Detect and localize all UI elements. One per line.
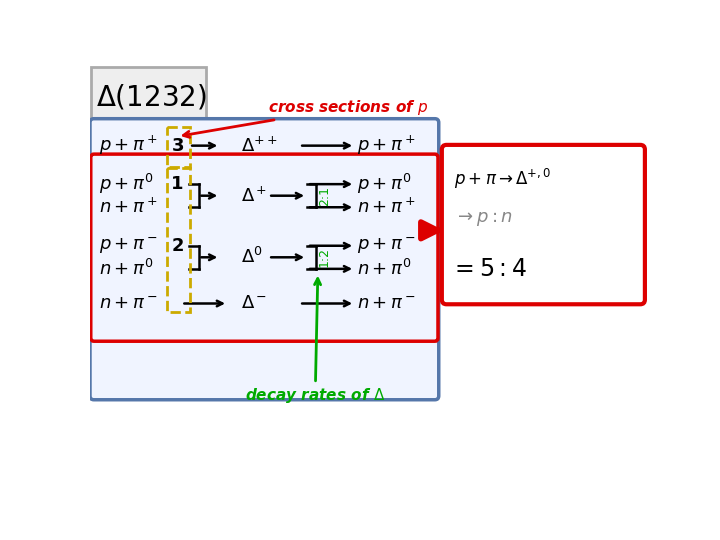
FancyBboxPatch shape <box>91 67 206 118</box>
FancyBboxPatch shape <box>442 145 645 304</box>
Text: $n + \pi^+$: $n + \pi^+$ <box>99 198 158 217</box>
Text: $n + \pi^0$: $n + \pi^0$ <box>357 259 412 279</box>
Text: $= 5 : 4$: $= 5 : 4$ <box>451 257 527 281</box>
Text: $p + \pi^+$: $p + \pi^+$ <box>357 134 416 157</box>
Text: $p + \pi \rightarrow \Delta^{+,0}$: $p + \pi \rightarrow \Delta^{+,0}$ <box>454 167 552 191</box>
Text: $\Delta^+$: $\Delta^+$ <box>241 186 267 205</box>
Text: $p + \pi^0$: $p + \pi^0$ <box>357 172 412 196</box>
Text: $p + \pi^0$: $p + \pi^0$ <box>99 172 154 196</box>
Text: $n + \pi^0$: $n + \pi^0$ <box>99 259 153 279</box>
Text: 2: 2 <box>171 237 184 255</box>
Text: 3: 3 <box>171 137 184 154</box>
Text: $\Delta(1232)$: $\Delta(1232)$ <box>96 83 207 112</box>
FancyBboxPatch shape <box>90 119 438 400</box>
Text: 2:1: 2:1 <box>318 186 331 206</box>
Text: cross sections of $p$: cross sections of $p$ <box>184 98 429 137</box>
Text: $n + \pi^-$: $n + \pi^-$ <box>99 294 158 313</box>
Text: $p + \pi^+$: $p + \pi^+$ <box>99 134 158 157</box>
Text: 1:2: 1:2 <box>318 247 331 267</box>
Text: $p + \pi^-$: $p + \pi^-$ <box>357 235 416 256</box>
Text: $n + \pi^+$: $n + \pi^+$ <box>357 198 416 217</box>
Text: 1: 1 <box>171 175 184 193</box>
Text: $\Delta^0$: $\Delta^0$ <box>241 247 263 267</box>
Text: decay rates of $\Delta$: decay rates of $\Delta$ <box>245 279 385 406</box>
Text: $\Delta^-$: $\Delta^-$ <box>241 294 267 313</box>
Text: $\rightarrow p : n$: $\rightarrow p : n$ <box>454 210 513 228</box>
Text: $p + \pi^-$: $p + \pi^-$ <box>99 235 158 256</box>
Text: $n + \pi^-$: $n + \pi^-$ <box>357 294 416 313</box>
Text: $\Delta^{++}$: $\Delta^{++}$ <box>241 136 278 156</box>
